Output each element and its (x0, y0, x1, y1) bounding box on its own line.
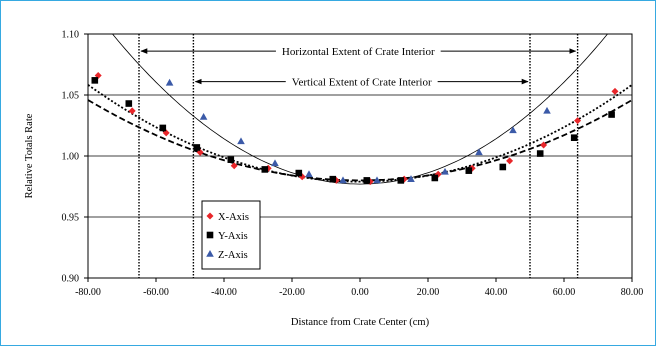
data-point-y-axis (608, 111, 615, 118)
legend-marker-x-axis (206, 212, 214, 220)
data-point-y-axis (261, 166, 269, 173)
y-tick-labels: 0.90 0.95 1.00 1.05 1.10 (62, 30, 88, 285)
annotations: Horizontal Extent of Crate Interior Verti… (140, 46, 577, 89)
data-point-y-axis (295, 169, 303, 177)
data-point-z-axis (543, 106, 551, 114)
y-tick-label: 0.95 (62, 213, 80, 224)
data-point-z-axis (407, 175, 415, 182)
data-point-z-axis (165, 78, 174, 86)
x-tick-label: -80.00 (75, 287, 101, 298)
data-point-z-axis (271, 159, 279, 167)
data-point-y-axis (125, 100, 133, 107)
data-point-x-axis (611, 87, 619, 95)
x-tick-labels: -80.00 -60.00 -40.00 -20.00 0.00 20.00 40.00 60… (75, 278, 643, 298)
x-tick-label: -20.00 (279, 287, 305, 298)
y-tick-label: 1.10 (62, 30, 80, 41)
data-point-x-axis (128, 107, 136, 115)
data-point-z-axis (339, 176, 347, 184)
x-tick-label: -40.00 (211, 287, 237, 298)
legend-label-x-axis: X-Axis (218, 212, 249, 223)
x-axis-title: Distance from Crate Center (cm) (291, 317, 430, 328)
data-point-y-axis (499, 163, 507, 171)
legend-marker-z-axis (206, 250, 214, 257)
y-axis-title: Relative Totals Rate (24, 113, 35, 198)
data-point-y-axis (159, 124, 167, 132)
data-point-y-axis (397, 177, 405, 184)
data-point-x-axis (574, 117, 582, 125)
data-point-z-axis (237, 137, 245, 145)
data-point-y-axis (227, 156, 235, 163)
legend-label-z-axis: Z-Axis (218, 250, 248, 261)
fit-curve-x-axis (88, 84, 632, 183)
x-tick-label: 60.00 (553, 287, 576, 298)
annotation-text: Horizontal Extent of Crate Interior (282, 46, 435, 58)
legend: X-Axis Y-Axis Z-Axis (201, 200, 261, 270)
data-point-y-axis (570, 134, 578, 141)
x-tick-label: -60.00 (143, 287, 169, 298)
fit-curve-z-axis (111, 34, 609, 185)
y-tick-label: 1.05 (62, 91, 80, 102)
legend-label-y-axis: Y-Axis (218, 231, 248, 242)
x-tick-label: 20.00 (417, 287, 440, 298)
legend-marker-y-axis (206, 231, 214, 239)
annotation-text: Vertical Extent of Crate Interior (292, 77, 432, 89)
data-point-x-axis (540, 141, 548, 149)
data-point-x-axis (506, 157, 514, 165)
data-point-z-axis (509, 126, 517, 134)
data-point-z-axis (373, 176, 381, 184)
data-point-y-axis (536, 150, 544, 157)
y-tick-label: 0.90 (62, 274, 80, 285)
y-tick-label: 1.00 (62, 152, 80, 163)
data-point-y-axis (363, 177, 371, 184)
data-point-y-axis (465, 167, 473, 174)
data-point-z-axis (475, 148, 483, 156)
data-point-y-axis (193, 144, 201, 151)
data-point-y-axis (91, 77, 99, 84)
x-tick-label: 40.00 (485, 287, 508, 298)
x-tick-label: 0.00 (351, 287, 369, 298)
data-points (91, 71, 619, 186)
x-tick-label: 80.00 (621, 287, 644, 298)
data-point-z-axis (441, 167, 449, 175)
data-point-y-axis (431, 174, 439, 182)
data-point-y-axis (329, 175, 337, 183)
data-point-z-axis (305, 170, 313, 178)
data-point-z-axis (199, 112, 208, 120)
data-point-x-axis (230, 162, 238, 170)
